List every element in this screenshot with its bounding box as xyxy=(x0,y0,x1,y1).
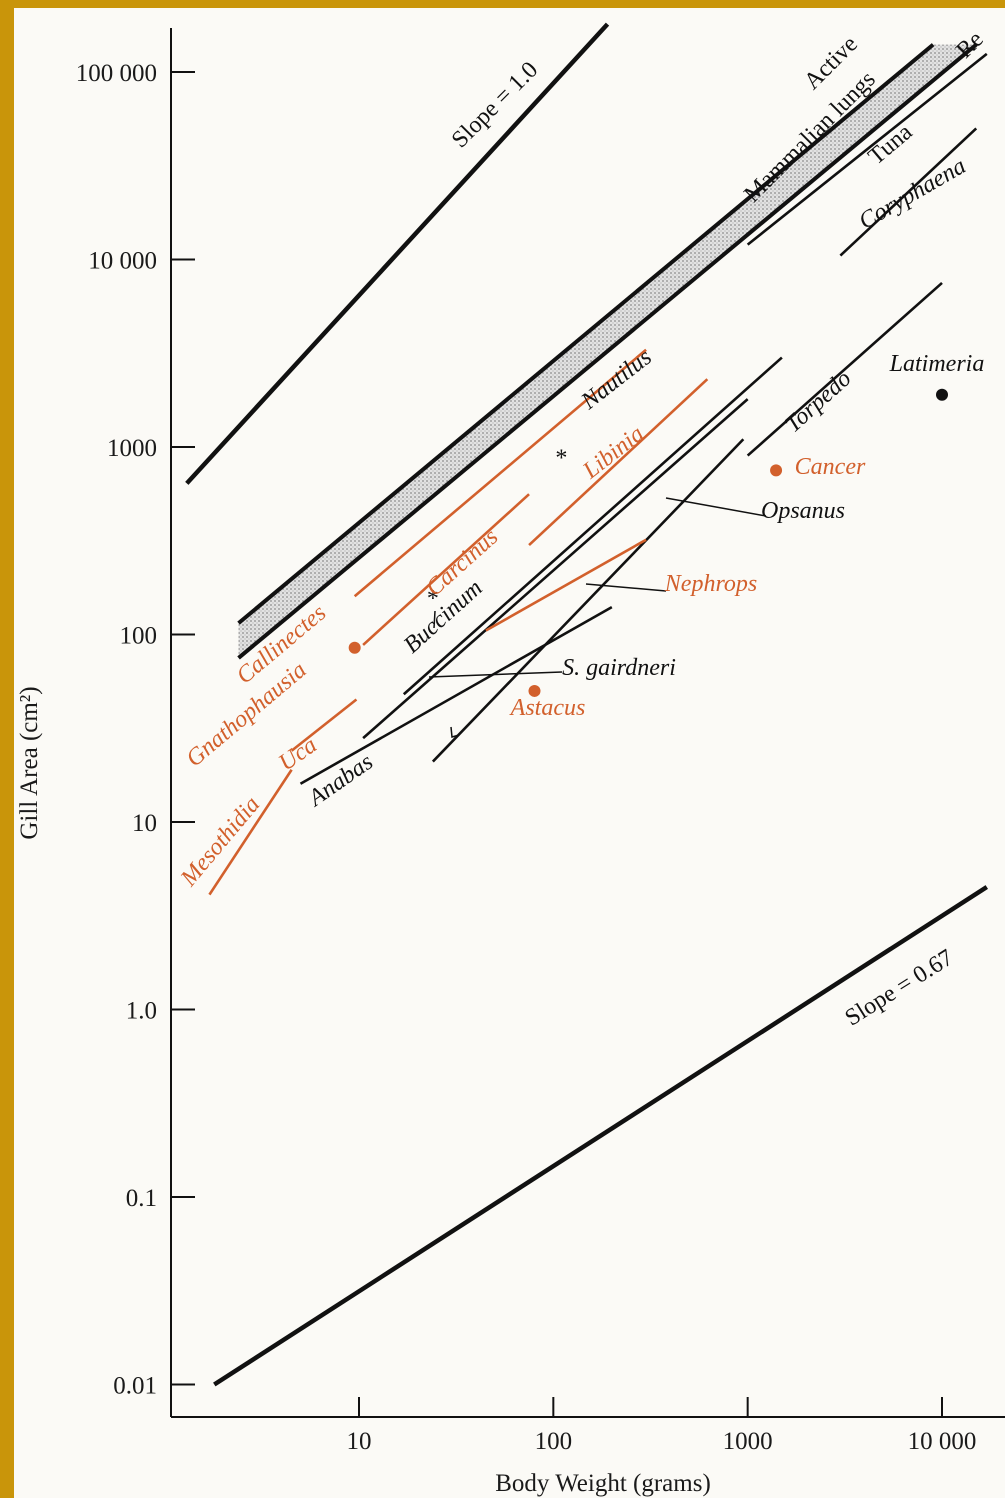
y-axis-title: Gill Area (cm²) xyxy=(16,686,43,839)
x-tick-label: 1000 xyxy=(723,1428,773,1455)
leader-line-s-gairdneri xyxy=(428,671,563,678)
y-tick-label: 10 000 xyxy=(88,248,157,275)
series-line-s-gairdneri xyxy=(402,356,783,696)
label-coryphaena: Coryphaena xyxy=(855,153,971,235)
series-line-tuna xyxy=(746,52,988,246)
y-tick-label: 0.01 xyxy=(113,1373,157,1400)
series-line-coryphaena xyxy=(839,127,978,257)
point-buccinum: * xyxy=(427,586,439,612)
y-tick-label: 0.1 xyxy=(126,1185,157,1212)
label-s-gairdneri: S. gairdneri xyxy=(562,655,676,681)
series-line-torpedo xyxy=(746,281,943,457)
series-line-slope-0-67 xyxy=(213,885,989,1387)
series-line-slope-1-0 xyxy=(185,22,610,485)
series-line-carcinus xyxy=(362,493,530,646)
label-latimeria: Latimeria xyxy=(889,351,985,377)
y-tick-label: 1000 xyxy=(107,435,157,462)
label-slope-0-67: Slope = 0.67 xyxy=(841,945,958,1032)
series-lines xyxy=(185,22,989,1387)
data-points: ** xyxy=(348,388,948,697)
series-line-callinectes xyxy=(353,348,647,598)
label-libinia: Libinia xyxy=(578,421,649,485)
series-line-opsanus xyxy=(431,438,745,763)
series-line-libinia xyxy=(528,378,709,546)
leader-line-buccinum xyxy=(433,610,436,629)
x-tick-label: 10 xyxy=(347,1428,372,1455)
y-tick-label: 10 xyxy=(132,810,157,837)
band-lower-edge xyxy=(237,43,978,660)
label-astacus: Astacus xyxy=(509,695,586,721)
leader-line-s-gairdneri-tick xyxy=(450,726,460,738)
point-gnathophausia xyxy=(348,641,361,654)
x-tick-label: 10 000 xyxy=(908,1428,977,1455)
series-line-anabas xyxy=(299,605,613,785)
label-nephrops: Nephrops xyxy=(664,571,757,597)
y-tick-label: 100 000 xyxy=(76,60,157,87)
series-line-nephrops xyxy=(485,538,647,632)
leader-line-opsanus xyxy=(665,497,767,517)
mammalian-lungs-band xyxy=(237,43,978,660)
gill-area-chart: 0.01 0.1 1.0 10 100 1000 10 000 100 000 10 100 100… xyxy=(16,22,1005,1497)
y-tick-label: 100 xyxy=(120,623,158,650)
leader-line-nephrops xyxy=(585,583,667,592)
point-latimeria xyxy=(936,388,948,401)
y-tick-label: 1.0 xyxy=(126,998,157,1025)
point-cancer xyxy=(770,464,783,477)
axes: 0.01 0.1 1.0 10 100 1000 10 000 100 000 10 100 100… xyxy=(76,28,1005,1455)
series-line-mesothidia xyxy=(208,769,293,896)
label-uca: Uca xyxy=(274,732,322,776)
series-line-uca xyxy=(290,698,358,752)
label-opsanus: Opsanus xyxy=(761,498,845,524)
point-nautilus: * xyxy=(555,446,567,472)
label-slope-1-0: Slope = 1.0 xyxy=(447,57,543,153)
series-line-buccinum xyxy=(362,398,749,740)
point-astacus xyxy=(528,684,541,697)
label-cancer: Cancer xyxy=(795,454,866,480)
label-torpedo: Torpedo xyxy=(780,366,856,438)
x-tick-label: 100 xyxy=(535,1428,573,1455)
x-axis-title: Body Weight (grams) xyxy=(495,1470,711,1497)
band-upper-edge xyxy=(237,43,935,625)
figure-page: 0.01 0.1 1.0 10 100 1000 10 000 100 000 10 100 100… xyxy=(14,8,1005,1498)
